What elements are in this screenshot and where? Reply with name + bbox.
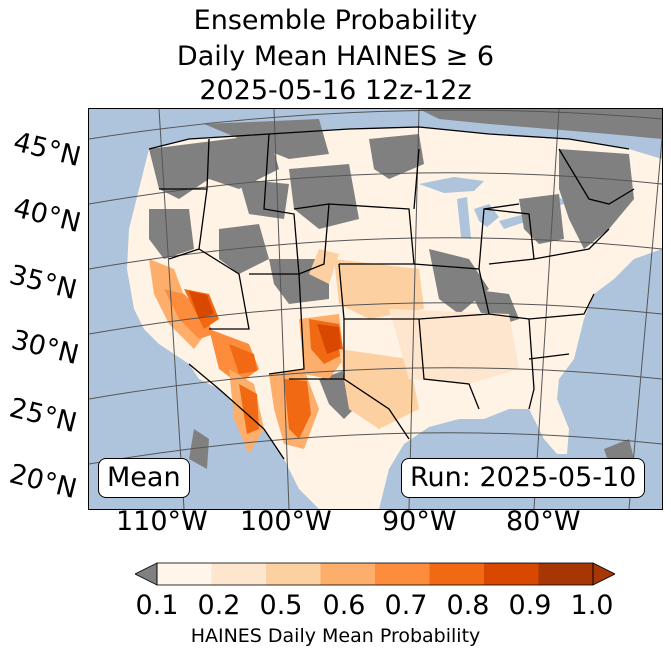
colorbar-outline <box>156 562 594 586</box>
colorbar-segment <box>211 563 267 585</box>
colorbar-tick-5: 0.8 <box>446 590 490 621</box>
probability-map <box>88 108 663 510</box>
lat-label-40: 40°N <box>10 192 84 240</box>
mean-label: Mean <box>98 458 190 498</box>
lat-label-20: 20°N <box>6 458 80 506</box>
colorbar-segment <box>266 563 321 585</box>
lat-label-30: 30°N <box>8 324 82 372</box>
colorbar-segment <box>320 563 376 585</box>
lat-label-35: 35°N <box>6 259 80 307</box>
colorbar-segments <box>157 563 594 585</box>
gulf-of-california <box>159 359 254 509</box>
colorbar-label: HAINES Daily Mean Probability <box>190 625 481 647</box>
title-line-2: Daily Mean HAINES ≥ 6 <box>176 41 495 72</box>
great-lakes <box>419 177 567 239</box>
colorbar-tick-0: 0.1 <box>135 590 179 621</box>
colorbar-tick-7: 1.0 <box>570 590 614 621</box>
colorbar-tick-2: 0.5 <box>259 590 303 621</box>
colorbar <box>135 562 615 586</box>
title-line-1: Ensemble Probability <box>193 5 478 36</box>
colorbar-under-arrow <box>135 562 158 586</box>
florida <box>529 405 569 454</box>
lon-label-90: 90°W <box>382 506 457 537</box>
map-canvas <box>89 109 662 509</box>
colorbar-tick-3: 0.6 <box>322 590 366 621</box>
colorbar-segment <box>157 563 212 585</box>
lat-label-25: 25°N <box>6 392 80 440</box>
colorbar-tick-1: 0.2 <box>197 590 241 621</box>
colorbar-segment <box>538 563 594 585</box>
graticule <box>89 109 662 509</box>
lon-label-100: 100°W <box>240 506 332 537</box>
title-line-3: 2025-05-16 12z-12z <box>199 75 472 106</box>
lat-label-45: 45°N <box>10 126 84 174</box>
run-date-label: Run: 2025-05-10 <box>401 458 646 498</box>
colorbar-over-arrow <box>592 562 615 586</box>
colorbar-tick-6: 0.9 <box>508 590 552 621</box>
state-borders <box>148 126 635 460</box>
colorbar-segment <box>429 563 485 585</box>
probability-shading <box>149 249 519 454</box>
lon-label-80: 80°W <box>506 506 581 537</box>
colorbar-segment <box>484 563 539 585</box>
colorbar-tick-4: 0.7 <box>384 590 428 621</box>
lon-label-110: 110°W <box>116 506 208 537</box>
colorbar-segment <box>375 563 430 585</box>
